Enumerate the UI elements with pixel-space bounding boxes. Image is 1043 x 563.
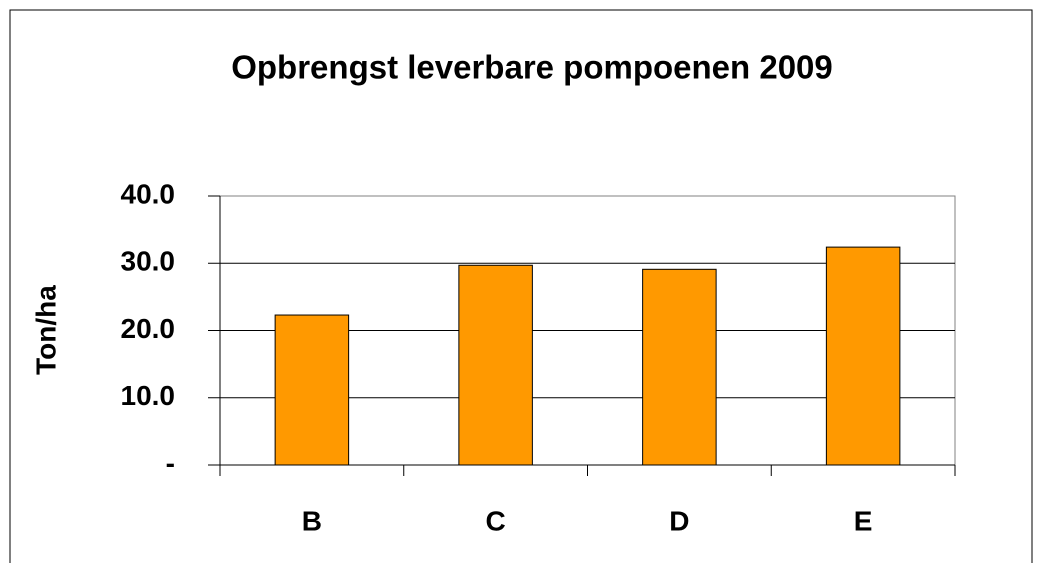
y-tick-label: 20.0 <box>121 313 176 344</box>
y-tick-label: 10.0 <box>121 380 176 411</box>
y-tick-label: - <box>166 447 175 478</box>
y-tick-label: 30.0 <box>121 246 176 277</box>
bar <box>458 264 533 466</box>
bar <box>825 246 901 466</box>
bar <box>642 268 717 466</box>
x-tick-label: C <box>486 505 506 536</box>
bar <box>274 314 350 466</box>
x-tick-label: D <box>669 505 689 536</box>
y-axis-label: Ton/ha <box>30 285 61 375</box>
x-tick-label: E <box>854 505 873 536</box>
chart-title: Opbrengst leverbare pompoenen 2009 <box>231 49 833 86</box>
y-tick-label: 40.0 <box>121 178 176 209</box>
x-tick-label: B <box>302 505 322 536</box>
